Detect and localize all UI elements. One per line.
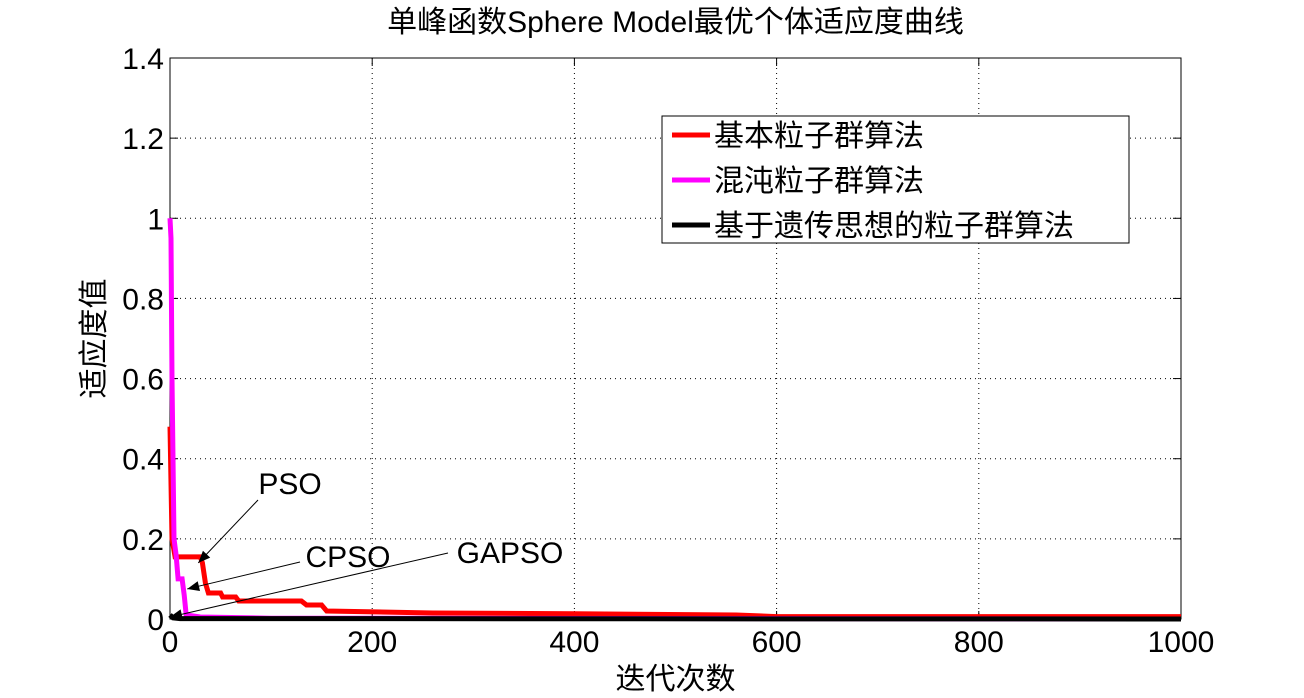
x-tick-label: 400	[549, 626, 599, 659]
x-tick-label: 1000	[1148, 626, 1215, 659]
axis-ticks: 0 200 400 600 800 1000 0 0.2 0.4 0.6 0.8 1 1.2 1.4	[122, 43, 1214, 659]
legend-item-label: 混沌粒子群算法	[714, 165, 924, 198]
x-tick-label: 800	[954, 626, 1004, 659]
legend-item-label: 基本粒子群算法	[714, 120, 924, 153]
annotation-arrowhead	[198, 550, 211, 563]
legend-item-label: 基于遗传思想的粒子群算法	[714, 210, 1074, 243]
x-tick-label: 200	[347, 626, 397, 659]
y-tick-label: 0.4	[122, 444, 164, 477]
annotation-arrowhead	[187, 581, 201, 592]
y-tick-label: 0	[147, 604, 164, 637]
annotation-label: PSO	[258, 468, 321, 501]
annotation-label: GAPSO	[457, 537, 564, 570]
chart-title: 单峰函数Sphere Model最优个体适应度曲线	[387, 6, 964, 39]
annotations: PSO CPSO GAPSO	[169, 468, 564, 620]
annotation-arrowhead	[170, 609, 183, 620]
x-tick-label: 0	[162, 626, 179, 659]
legend-box	[661, 115, 1130, 244]
y-tick-label: 0.6	[122, 364, 164, 397]
y-tick-label: 1.2	[122, 123, 164, 156]
annotation-label: CPSO	[305, 541, 390, 574]
y-tick-label: 1	[147, 203, 164, 236]
annotation-arrow	[169, 552, 449, 618]
x-axis-label: 迭代次数	[616, 663, 736, 696]
y-tick-label: 0.8	[122, 283, 164, 316]
y-tick-label: 0.2	[122, 524, 164, 557]
annotation-arrow	[187, 561, 301, 590]
y-tick-label: 1.4	[122, 43, 164, 76]
annotation-arrow	[197, 499, 259, 564]
x-tick-label: 600	[752, 626, 802, 659]
y-axis-label: 适应度值	[78, 279, 111, 399]
series-line-1	[167, 426, 1181, 620]
